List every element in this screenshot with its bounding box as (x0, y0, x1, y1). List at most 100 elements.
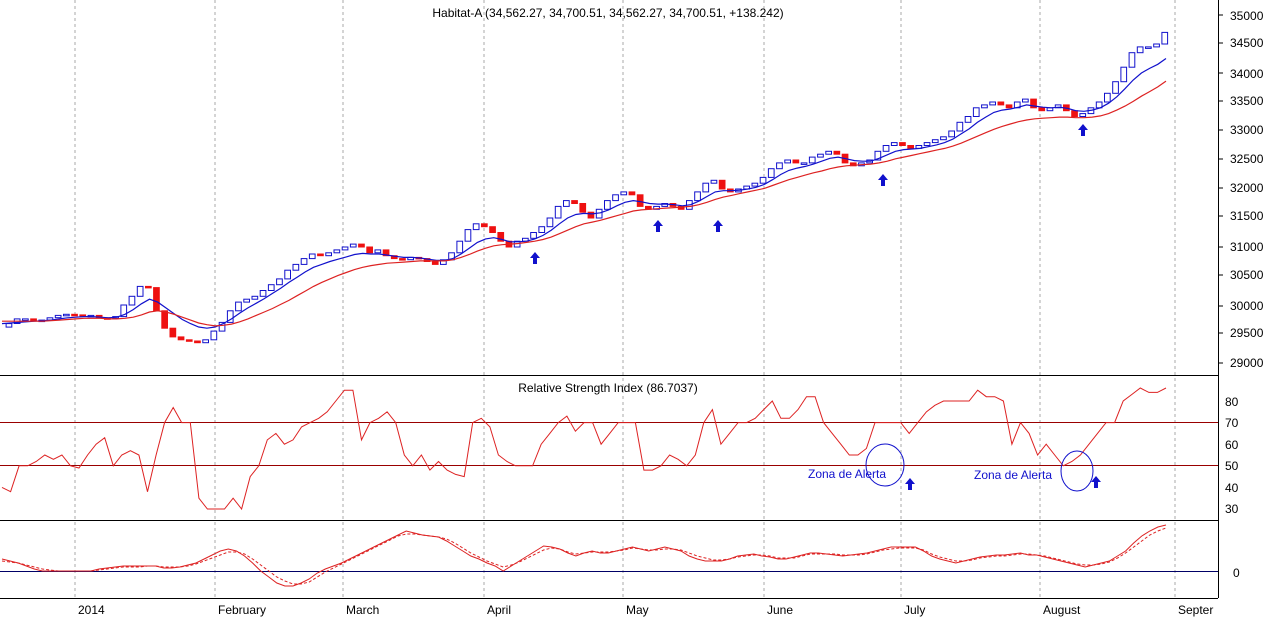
price-bar-down (366, 246, 373, 254)
alert-circle (865, 443, 905, 487)
price-bar-down (382, 249, 390, 257)
price-tick-label: 33000 (1230, 123, 1264, 137)
price-bar-up (136, 285, 144, 297)
alert-zone-1: Zona de Alerta (808, 443, 905, 487)
alert-zone-2: Zona de Alerta (974, 450, 1094, 492)
price-tick-label: 31500 (1230, 209, 1264, 223)
rsi-y-axis: 80 70 60 50 40 30 (1225, 395, 1239, 516)
price-bar-up (604, 200, 611, 210)
price-bar-up (1104, 92, 1111, 103)
x-label-march: March (346, 603, 379, 617)
price-bar-up (259, 290, 267, 297)
price-y-axis: 35000 34500 34000 33500 33000 32500 3200… (1230, 9, 1264, 370)
price-bar-up (341, 246, 349, 251)
price-bar-up (235, 301, 242, 312)
price-bar-up (210, 330, 218, 341)
price-bar-up (784, 159, 791, 164)
price-tick-label: 30500 (1230, 268, 1264, 282)
indicator-series (1, 524, 1167, 587)
price-bar-up (22, 318, 29, 321)
price-bar-up (308, 253, 316, 260)
up-arrow-icon (1078, 124, 1088, 136)
price-bar-up (964, 116, 972, 123)
price-bar-up (276, 278, 283, 286)
price-bar-up (751, 182, 759, 187)
slow-moving-average (2, 80, 1167, 327)
price-bar-up (874, 150, 882, 161)
price-bar-down (161, 310, 169, 329)
price-bar-up (349, 243, 357, 248)
price-bar-up (808, 156, 816, 164)
price-bar-up (63, 313, 70, 317)
x-axis: 2014 February March April May June July … (78, 603, 1213, 617)
price-tick-label: 34000 (1230, 67, 1264, 81)
x-label-april: April (487, 603, 511, 617)
price-bar-up (563, 200, 570, 207)
price-bar-up (464, 229, 472, 242)
vertical-gridlines (74, 0, 1176, 598)
price-bar-up (1136, 46, 1144, 54)
price-tick-label: 30000 (1230, 299, 1264, 313)
up-arrow-icon (905, 478, 915, 490)
price-bar-up (1022, 98, 1029, 103)
price-bar-down (497, 232, 505, 242)
price-bar-up (546, 217, 554, 228)
price-bar-up (620, 191, 628, 196)
price-tick-label: 33500 (1230, 94, 1264, 108)
x-label-july: July (904, 603, 925, 617)
price-bar-down (628, 191, 636, 196)
panel-frames (0, 0, 1219, 599)
price-bar-down (792, 159, 800, 164)
indicator-tick-label: 0 (1233, 566, 1240, 580)
price-bar-up (956, 121, 964, 132)
alert-label: Zona de Alerta (974, 468, 1052, 482)
price-bar-up (300, 258, 308, 265)
rsi-tick-label: 70 (1225, 416, 1239, 430)
price-tick-label: 32500 (1230, 152, 1264, 166)
price-bar-up (989, 101, 996, 106)
price-tick-label: 32000 (1230, 181, 1264, 195)
price-tick-label: 35000 (1230, 9, 1264, 23)
price-bar-down (1038, 107, 1046, 112)
up-arrow-icon (878, 174, 888, 186)
price-bar-up (981, 104, 988, 109)
moving-average-lines (1, 58, 1167, 329)
price-bar-down (899, 142, 906, 147)
price-bar-up (1079, 113, 1087, 117)
price-bar-up (472, 223, 480, 231)
price-bar-up (54, 314, 62, 319)
price-bar-up (202, 339, 210, 344)
rsi-title: Relative Strength Index (86.7037) (518, 381, 697, 395)
rsi-line (1, 387, 1167, 511)
rsi-reference-lines (0, 422, 1218, 466)
up-arrow-icon (713, 220, 723, 232)
price-bar-up (710, 179, 718, 184)
x-label-september: Septer (1178, 603, 1213, 617)
rsi-tick-label: 40 (1225, 481, 1239, 495)
price-bar-up (243, 298, 251, 303)
price-bar-up (267, 284, 275, 292)
price-bar-up (1153, 43, 1160, 48)
rsi-series (1, 387, 1167, 511)
x-label-august: August (1043, 603, 1081, 617)
x-label-february: February (218, 603, 266, 617)
up-arrow-icon (530, 252, 540, 264)
price-bar-down (718, 179, 726, 190)
up-arrow-icon (1091, 476, 1101, 488)
price-bar-down (587, 211, 595, 219)
price-bar-down (30, 318, 37, 321)
price-bar-up (702, 182, 710, 193)
price-bar-down (153, 287, 160, 312)
price-tick-label: 34500 (1230, 36, 1264, 50)
price-bar-up (1112, 81, 1119, 94)
price-bar-up (890, 142, 898, 147)
price-bar-up (972, 107, 980, 118)
rsi-tick-label: 80 (1225, 395, 1239, 409)
price-tick-label: 29000 (1230, 356, 1264, 370)
price-bar-down (358, 243, 365, 248)
price-bar-up (538, 226, 546, 233)
price-bar-up (251, 295, 259, 300)
price-bar-down (489, 226, 496, 233)
price-bar-down (169, 327, 177, 338)
